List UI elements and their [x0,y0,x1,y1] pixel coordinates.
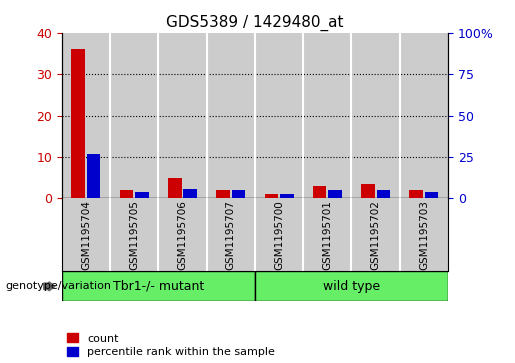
Bar [62,272,255,301]
Bar [183,188,197,199]
Bar [361,184,375,199]
Bar [303,33,351,199]
Title: GDS5389 / 1429480_at: GDS5389 / 1429480_at [166,15,344,31]
Text: GSM1195706: GSM1195706 [178,200,187,270]
Text: GSM1195705: GSM1195705 [129,200,139,270]
Bar [255,272,448,301]
Bar [232,190,245,199]
Text: Tbr1-/- mutant: Tbr1-/- mutant [113,280,204,293]
Bar [265,194,278,199]
Bar [159,33,207,199]
Bar [425,192,438,199]
Text: GSM1195703: GSM1195703 [419,200,429,270]
Text: GSM1195702: GSM1195702 [371,200,381,270]
Bar [87,154,100,199]
Bar [62,33,110,199]
Bar [280,193,294,199]
Text: GSM1195704: GSM1195704 [81,200,91,270]
Text: GSM1195700: GSM1195700 [274,200,284,270]
Bar [376,190,390,199]
Bar [207,33,255,199]
Bar [168,178,182,199]
Bar [119,190,133,199]
Legend: count, percentile rank within the sample: count, percentile rank within the sample [67,333,275,358]
Bar [351,33,400,199]
Bar [216,190,230,199]
Bar [72,49,85,199]
Bar [329,190,342,199]
Text: wild type: wild type [323,280,380,293]
Bar [400,33,448,199]
Bar [313,186,327,199]
Bar [255,33,303,199]
Text: GSM1195707: GSM1195707 [226,200,236,270]
Bar [135,192,149,199]
Text: genotype/variation: genotype/variation [5,281,111,291]
Text: GSM1195701: GSM1195701 [322,200,332,270]
Bar [110,33,159,199]
Bar [409,190,423,199]
